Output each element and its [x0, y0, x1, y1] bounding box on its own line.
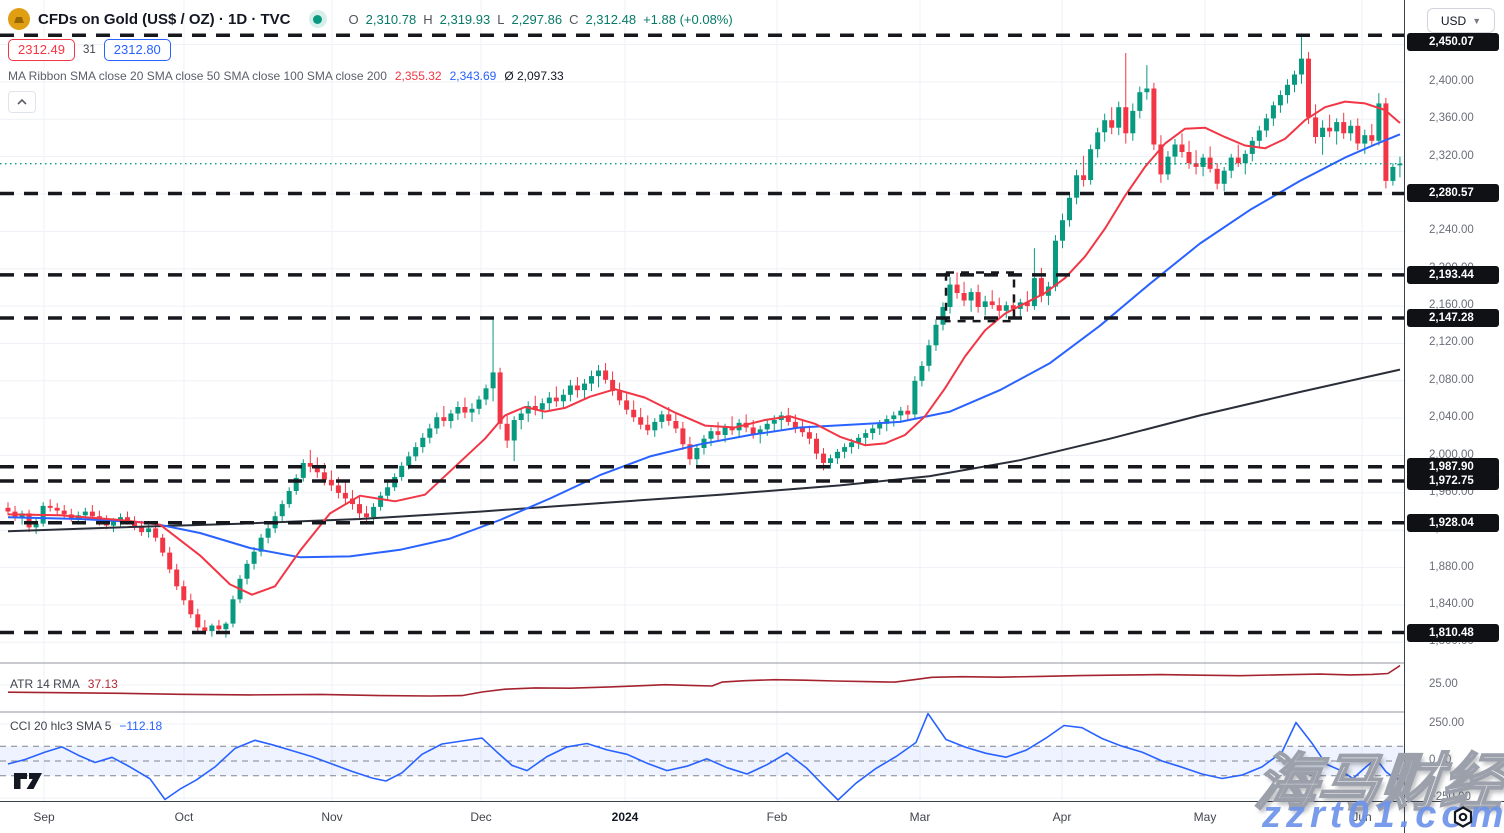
price-tick: 2,080.00	[1429, 374, 1474, 386]
atr-axis-tick: 25.00	[1429, 678, 1458, 690]
sma20-value: 2,355.32	[394, 69, 442, 83]
currency-dropdown[interactable]: USD ▼	[1427, 8, 1495, 33]
price-tick: 1,880.00	[1429, 561, 1474, 573]
ma-ribbon-legend[interactable]: MA Ribbon SMA close 20 SMA close 50 SMA …	[8, 69, 733, 83]
quote-row: 2312.49 31 2312.80	[8, 39, 733, 61]
sma50-value: 2,343.69	[449, 69, 497, 83]
collapse-legend-button[interactable]	[8, 91, 36, 113]
market-status-icon[interactable]	[308, 10, 327, 28]
level-price-label: 1,810.48	[1407, 624, 1499, 642]
axis-settings-button[interactable]	[1452, 806, 1474, 828]
change-value: +1.88 (+0.08%)	[643, 11, 733, 27]
cci-axis-tick: 0.00	[1429, 754, 1452, 766]
level-price-label: 2,193.44	[1407, 266, 1499, 284]
price-tick: 2,240.00	[1429, 224, 1474, 236]
time-tick: Mar	[909, 810, 931, 824]
buy-button[interactable]: 2312.80	[103, 39, 171, 61]
time-tick: Sep	[33, 810, 55, 824]
price-tick: 2,320.00	[1429, 150, 1474, 162]
gear-icon	[1453, 806, 1473, 828]
ohlc-readout: O 2,310.78 H 2,319.93 L 2,297.86 C 2,312.48 …	[348, 11, 733, 27]
cci-axis-tick: −250.00	[1429, 791, 1471, 803]
time-tick: Dec	[470, 810, 492, 824]
sma-avg-value: Ø 2,097.33	[504, 69, 564, 83]
chart-canvas[interactable]	[0, 0, 1404, 801]
legend: CFDs on Gold (US$ / OZ) · 1D · TVC O 2,31…	[8, 6, 733, 113]
price-tick: 1,840.00	[1429, 598, 1474, 610]
price-tick: 2,120.00	[1429, 336, 1474, 348]
atr-value: 37.13	[87, 677, 118, 691]
level-price-label: 1,987.90	[1407, 458, 1499, 476]
cci-pane-title[interactable]: CCI 20 hlc3 SMA 5 −112.18	[10, 719, 163, 733]
level-price-label: 1,928.04	[1407, 514, 1499, 532]
chevron-up-icon	[17, 99, 27, 105]
time-tick: Apr	[1052, 810, 1072, 824]
cci-value: −112.18	[119, 719, 163, 733]
time-tick: Feb	[766, 810, 788, 824]
level-price-label: 1,972.75	[1407, 472, 1499, 490]
price-tick: 2,040.00	[1429, 411, 1474, 423]
symbol-row: CFDs on Gold (US$ / OZ) · 1D · TVC O 2,31…	[8, 6, 733, 32]
level-price-label: 2,280.57	[1407, 184, 1499, 202]
ma-ribbon-label: MA Ribbon SMA close 20 SMA close 50 SMA …	[8, 69, 387, 83]
price-tick: 2,360.00	[1429, 112, 1474, 124]
gold-symbol-icon	[8, 8, 30, 30]
level-price-label: 2,450.07	[1407, 33, 1499, 51]
tradingview-logo-icon[interactable]	[13, 770, 47, 792]
time-tick: Nov	[321, 810, 343, 824]
axis-corner	[1404, 802, 1504, 833]
level-price-label: 2,147.28	[1407, 309, 1499, 327]
atr-pane-title[interactable]: ATR 14 RMA 37.13	[10, 677, 118, 691]
symbol-title[interactable]: CFDs on Gold (US$ / OZ) · 1D · TVC	[38, 10, 291, 28]
sell-button[interactable]: 2312.49	[8, 39, 75, 61]
time-axis[interactable]: Sep Oct Nov Dec 2024 Feb Mar Apr May Jun	[0, 801, 1504, 833]
time-tick: 2024	[611, 810, 639, 824]
bar-countdown: 31	[83, 44, 96, 56]
time-tick: May	[1193, 810, 1217, 824]
price-axis[interactable]: USD ▼ 1,800.001,840.001,880.001,920.001,…	[1404, 0, 1504, 803]
time-tick: Jun	[1352, 810, 1372, 824]
chevron-down-icon: ▼	[1472, 15, 1482, 26]
price-tick: 2,400.00	[1429, 75, 1474, 87]
cci-axis-tick: 250.00	[1429, 717, 1465, 729]
time-tick: Oct	[174, 810, 194, 824]
price-tick: 2,160.00	[1429, 299, 1474, 311]
